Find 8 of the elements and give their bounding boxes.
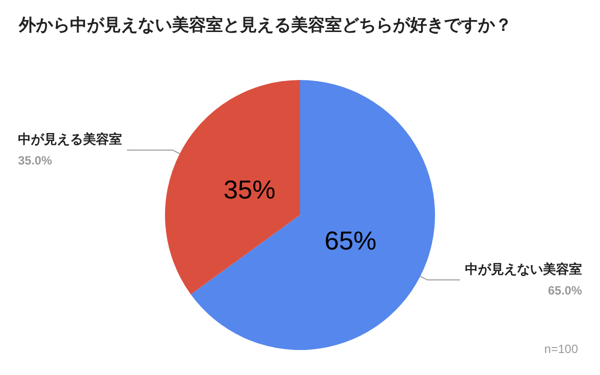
- slice-label: 中が見える美容室: [18, 132, 122, 148]
- text: 65%: [324, 226, 377, 256]
- text: 35%: [223, 174, 276, 204]
- text: n=100: [544, 342, 578, 356]
- chart-title: 外から中が見えない美容室と見える美容室どちらが好きですか？: [18, 16, 512, 36]
- slice-label: 中が見えない美容室: [465, 261, 582, 278]
- data-label: 65.0%: [548, 283, 582, 298]
- data-label: 35.0%: [18, 154, 52, 168]
